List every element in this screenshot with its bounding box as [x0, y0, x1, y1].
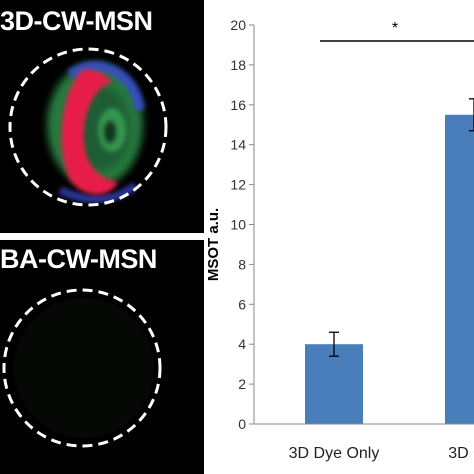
- msot-image-3d: [8, 47, 168, 207]
- panel-label: 3D-CW-MSN: [0, 6, 153, 36]
- bars: [305, 98, 474, 425]
- roi-circle: [8, 47, 168, 207]
- y-axis-ticks: 0 2 4 6 8 10 12 14 16 18 20: [230, 17, 254, 432]
- y-axis-label: MSOT a.u.: [205, 208, 222, 281]
- y-tick-label: 6: [238, 296, 246, 312]
- y-tick-label: 18: [230, 57, 246, 73]
- image-panel-ba-cw-msn: BA-CW-MSN: [0, 240, 204, 474]
- blue-signal: [66, 61, 145, 111]
- y-tick-label: 16: [230, 97, 246, 113]
- panel-label: BA-CW-MSN: [0, 244, 157, 274]
- x-axis-categories: 3D Dye Only 3D CW: [289, 445, 474, 462]
- y-axis-title-group: MSOT a.u.: [205, 208, 222, 281]
- y-tick-label: 12: [230, 177, 246, 193]
- y-tick-label: 0: [238, 416, 246, 432]
- x-category-label: 3D Dye Only: [289, 445, 380, 462]
- roi-circle: [2, 288, 162, 448]
- bar-cw: [445, 114, 474, 425]
- y-tick-label: 10: [230, 217, 246, 233]
- image-panel-3d-cw-msn: 3D-CW-MSN: [0, 0, 204, 233]
- y-tick-label: 20: [230, 17, 246, 33]
- y-tick-label: 4: [238, 336, 246, 352]
- bar-dye-only: [305, 344, 363, 424]
- y-tick-label: 14: [230, 137, 246, 153]
- significance-marker: *: [392, 20, 398, 37]
- y-tick-label: 8: [238, 256, 246, 272]
- red-signal: [61, 69, 118, 195]
- y-tick-label: 2: [238, 376, 246, 392]
- x-category-label: 3D CW: [448, 445, 474, 462]
- msot-image-ba: [2, 288, 162, 448]
